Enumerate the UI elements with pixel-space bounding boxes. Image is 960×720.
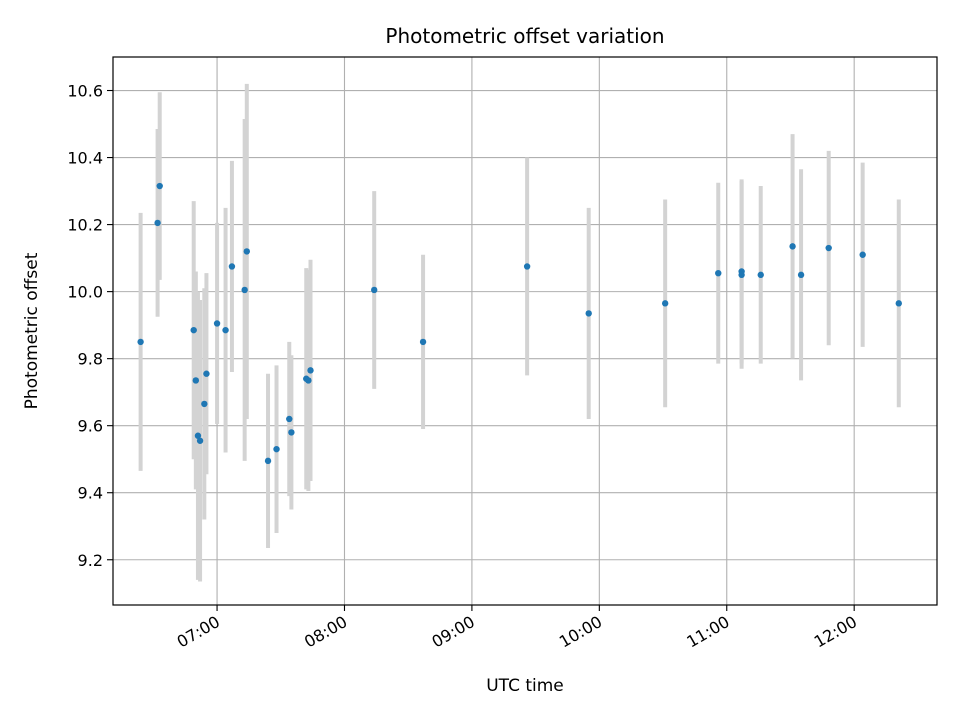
y-tick-label: 9.2	[78, 551, 103, 570]
data-point	[825, 244, 832, 252]
data-point	[222, 326, 229, 334]
data-points	[137, 182, 902, 465]
data-point	[156, 182, 163, 190]
y-tick-label: 9.8	[78, 350, 103, 369]
data-point	[264, 457, 272, 465]
y-tick-label: 10.2	[67, 216, 103, 235]
data-point	[228, 263, 236, 270]
y-tick-label: 10.0	[67, 283, 103, 302]
data-point	[273, 445, 280, 453]
data-point	[203, 370, 210, 377]
y-tick-label: 10.4	[67, 149, 103, 168]
data-point	[859, 251, 866, 258]
data-point	[194, 432, 202, 439]
data-point	[192, 377, 200, 384]
data-point	[661, 300, 669, 307]
data-point	[241, 286, 248, 294]
data-point	[305, 377, 312, 384]
data-point	[895, 300, 902, 307]
data-point	[307, 367, 314, 374]
data-point	[286, 415, 293, 423]
chart-title: Photometric offset variation	[385, 24, 664, 48]
data-point	[201, 400, 208, 408]
data-point	[715, 269, 722, 277]
y-tick-label: 9.6	[78, 417, 103, 436]
data-point	[523, 263, 531, 270]
plot-area-frame	[112, 56, 938, 606]
data-point	[190, 326, 197, 334]
data-point	[213, 320, 221, 327]
data-point	[288, 429, 295, 436]
data-point	[789, 243, 796, 250]
data-point	[797, 271, 805, 279]
data-point	[585, 310, 592, 317]
data-point	[196, 437, 204, 444]
data-point	[419, 338, 427, 346]
y-axis-title: Photometric offset	[22, 252, 42, 409]
grid-lines	[113, 57, 937, 605]
data-point	[757, 271, 764, 279]
data-point	[243, 248, 250, 255]
data-point	[137, 338, 144, 346]
data-point	[738, 271, 745, 279]
x-axis-title: UTC time	[486, 676, 564, 696]
y-tick-label: 10.6	[67, 82, 103, 101]
data-point	[154, 219, 161, 227]
y-tick-label: 9.4	[78, 484, 103, 503]
data-point	[371, 286, 378, 294]
